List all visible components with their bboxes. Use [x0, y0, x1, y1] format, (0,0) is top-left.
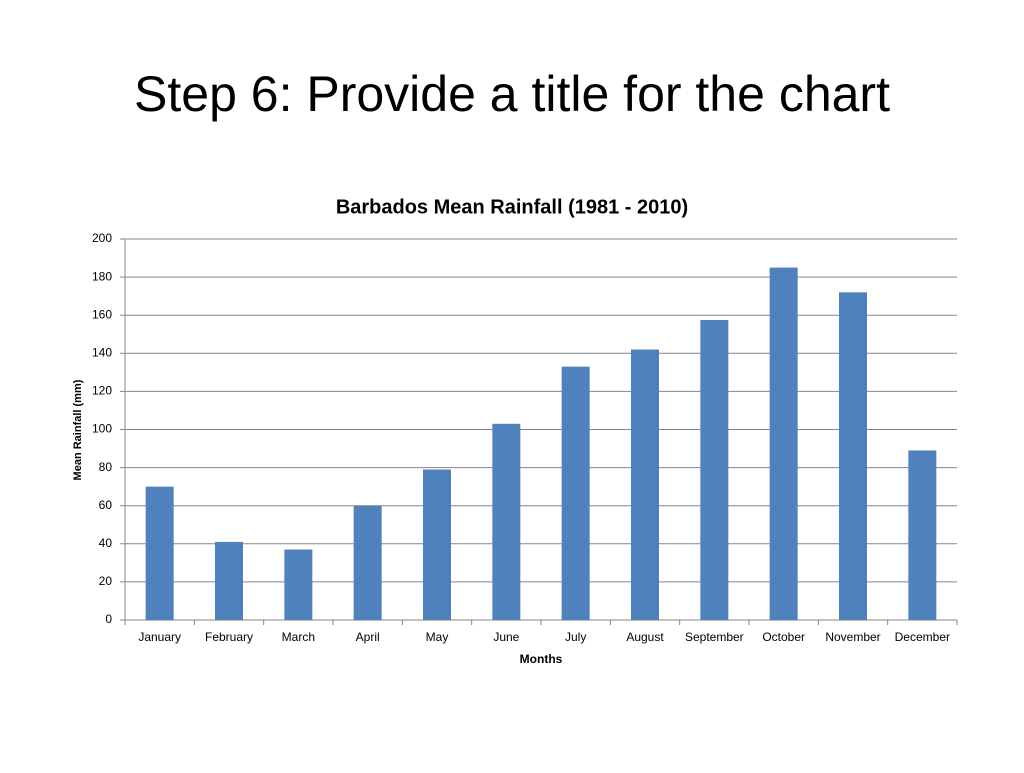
bar: [145, 486, 174, 620]
y-tick-label: 100: [92, 422, 112, 436]
x-tick-label: October: [762, 630, 805, 644]
x-tick-label: March: [282, 630, 315, 644]
x-tick-label: November: [825, 630, 880, 644]
y-tick-label: 0: [105, 612, 112, 626]
x-tick-label: May: [426, 630, 449, 644]
y-tick-label: 120: [92, 384, 112, 398]
bar: [423, 469, 451, 620]
x-tick-label: December: [895, 630, 950, 644]
chart-title: Barbados Mean Rainfall (1981 - 2010): [336, 196, 688, 218]
x-tick-label: June: [493, 630, 519, 644]
bar: [769, 267, 798, 620]
y-tick-label: 60: [99, 498, 113, 512]
x-axis-label: Months: [520, 652, 563, 666]
y-tick-label: 20: [99, 574, 113, 588]
y-tick-label: 200: [92, 231, 112, 245]
y-tick-label: 160: [92, 307, 112, 321]
y-tick-label: 80: [99, 460, 113, 474]
x-tick-label: September: [685, 630, 744, 644]
bar: [631, 349, 659, 620]
x-tick-label: April: [356, 630, 380, 644]
bar: [215, 541, 243, 620]
x-tick-label: January: [138, 630, 181, 644]
bar: [353, 505, 382, 620]
bar: [492, 423, 521, 620]
y-tick-label: 180: [92, 269, 112, 283]
slide-title: Step 6: Provide a title for the chart: [134, 66, 890, 122]
bar: [700, 319, 729, 620]
x-tick-label: August: [626, 630, 664, 644]
y-axis-label: Mean Rainfall (mm): [72, 379, 84, 480]
bar: [908, 450, 937, 620]
bar: [561, 366, 590, 620]
y-tick-label: 40: [99, 536, 113, 550]
bar: [839, 292, 867, 620]
y-tick-label: 140: [92, 345, 112, 359]
x-tick-label: February: [205, 630, 253, 644]
bar: [284, 549, 313, 620]
x-tick-label: July: [565, 630, 586, 644]
